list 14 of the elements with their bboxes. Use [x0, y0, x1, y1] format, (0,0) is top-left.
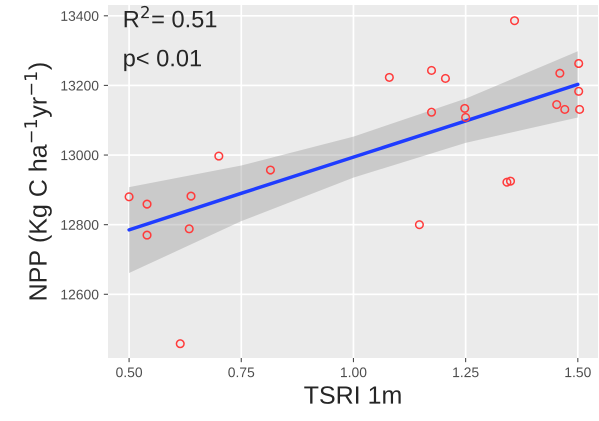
- y-tick-label: 13000: [61, 150, 98, 160]
- y-tick-label: 12800: [61, 220, 98, 230]
- y-tick-label: 13200: [61, 80, 98, 91]
- annotation: p< 0.01: [124, 50, 201, 72]
- annotation: R$^{2}$= 0.51: [124, 6, 216, 28]
- x-tick-label: 1.25: [453, 367, 479, 378]
- x-tick-label: 1.50: [565, 367, 591, 378]
- y-tick-label: 13400: [61, 11, 98, 21]
- y-axis-title: NPP (Kg C ha$^{−1}$yr$^{−1}$): [24, 63, 52, 300]
- x-axis-title: TSRI 1m: [304, 386, 401, 404]
- x-tick-label: 0.75: [228, 367, 254, 378]
- y-tick-label: 12600: [61, 290, 98, 300]
- x-tick-label: 0.50: [116, 367, 142, 378]
- x-tick-label: 1.00: [340, 367, 366, 378]
